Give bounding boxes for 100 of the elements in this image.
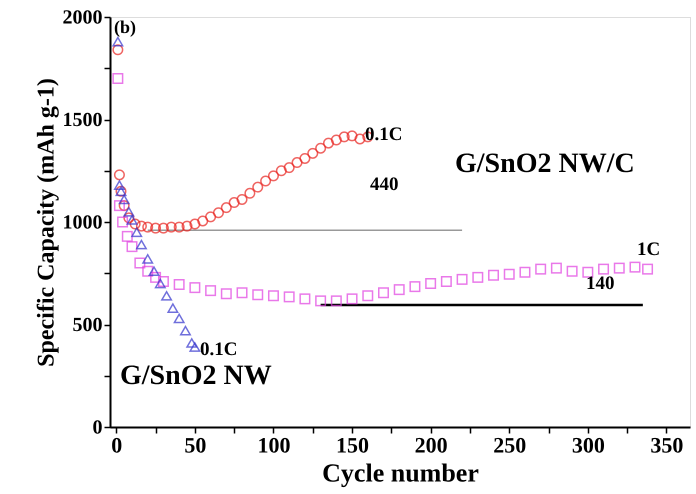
point <box>174 313 185 324</box>
y-tick-label: 1000 <box>62 212 102 234</box>
point <box>205 285 216 296</box>
point <box>535 264 546 275</box>
point <box>378 287 389 298</box>
point <box>472 272 484 283</box>
x-tick-label: 300 <box>572 432 605 458</box>
point <box>114 200 125 212</box>
point <box>117 216 128 228</box>
x-tick-label: 200 <box>414 432 448 458</box>
point <box>252 182 264 193</box>
point <box>134 258 146 268</box>
point <box>307 148 318 159</box>
annotation: 0.1C <box>365 124 402 145</box>
point <box>136 240 147 250</box>
point <box>519 266 530 278</box>
point <box>123 212 134 224</box>
point <box>582 266 594 278</box>
point <box>161 290 172 301</box>
point <box>122 230 133 242</box>
point <box>167 303 178 313</box>
x-tick-label: 50 <box>184 432 206 458</box>
x-tick-label: 350 <box>650 432 684 458</box>
point <box>189 218 200 230</box>
point <box>126 215 138 225</box>
point <box>174 279 185 290</box>
point <box>142 266 154 277</box>
point <box>425 278 436 289</box>
point <box>150 272 162 283</box>
point <box>440 276 452 287</box>
y-tick-label: 0 <box>92 416 102 438</box>
point <box>174 222 185 233</box>
point <box>220 288 232 300</box>
point <box>338 131 350 142</box>
point <box>504 268 515 280</box>
point <box>315 142 326 154</box>
point <box>112 44 124 56</box>
x-tick-label: 0 <box>111 432 122 458</box>
point <box>118 200 130 212</box>
point <box>284 162 295 174</box>
y-tick-label: 1500 <box>62 109 102 131</box>
point <box>114 169 125 180</box>
point <box>130 218 141 230</box>
point <box>362 290 374 302</box>
point <box>212 207 224 218</box>
point <box>126 241 138 252</box>
y-tick-label: 2000 <box>62 6 102 28</box>
y-tick-label: 500 <box>72 314 102 336</box>
point <box>456 274 468 285</box>
point <box>354 133 366 144</box>
point <box>112 36 124 46</box>
point <box>268 290 279 302</box>
point <box>228 197 240 208</box>
point <box>123 206 134 217</box>
x-axis-title: Cycle number <box>322 458 479 488</box>
annotation: 1C <box>637 239 660 260</box>
point <box>182 220 193 232</box>
point <box>186 338 198 348</box>
point <box>158 276 169 287</box>
annotation: G/SnO2 NW/C <box>455 148 635 179</box>
point <box>299 152 310 164</box>
point <box>189 342 200 352</box>
point <box>566 266 578 277</box>
point <box>118 194 130 204</box>
point <box>166 222 177 233</box>
x-tick-label: 150 <box>336 432 370 458</box>
point <box>180 326 191 336</box>
x-tick-label: 250 <box>493 432 526 458</box>
point <box>550 262 562 274</box>
point <box>330 134 342 146</box>
point <box>189 282 200 294</box>
point <box>260 176 272 186</box>
point <box>205 211 216 222</box>
annotation: 440 <box>370 174 398 195</box>
point <box>114 180 125 190</box>
point <box>236 287 248 298</box>
point <box>292 157 303 168</box>
point <box>315 295 326 306</box>
point <box>244 188 256 199</box>
point <box>142 222 154 233</box>
point <box>220 202 232 214</box>
point <box>142 254 154 264</box>
annotation: G/SnO2 NW <box>120 360 272 391</box>
point <box>276 165 287 176</box>
point <box>299 293 310 304</box>
point <box>252 289 264 300</box>
point <box>488 270 500 281</box>
point <box>131 227 142 238</box>
point <box>330 295 342 306</box>
point <box>642 264 654 275</box>
point <box>158 222 169 234</box>
point <box>346 130 358 142</box>
point <box>346 293 358 304</box>
point <box>394 284 405 296</box>
y-axis-title: Specific Capacity (mAh g-1) <box>34 78 60 367</box>
point <box>197 215 208 226</box>
point <box>136 220 147 232</box>
point <box>268 170 279 182</box>
point <box>629 262 640 273</box>
point <box>112 73 124 84</box>
